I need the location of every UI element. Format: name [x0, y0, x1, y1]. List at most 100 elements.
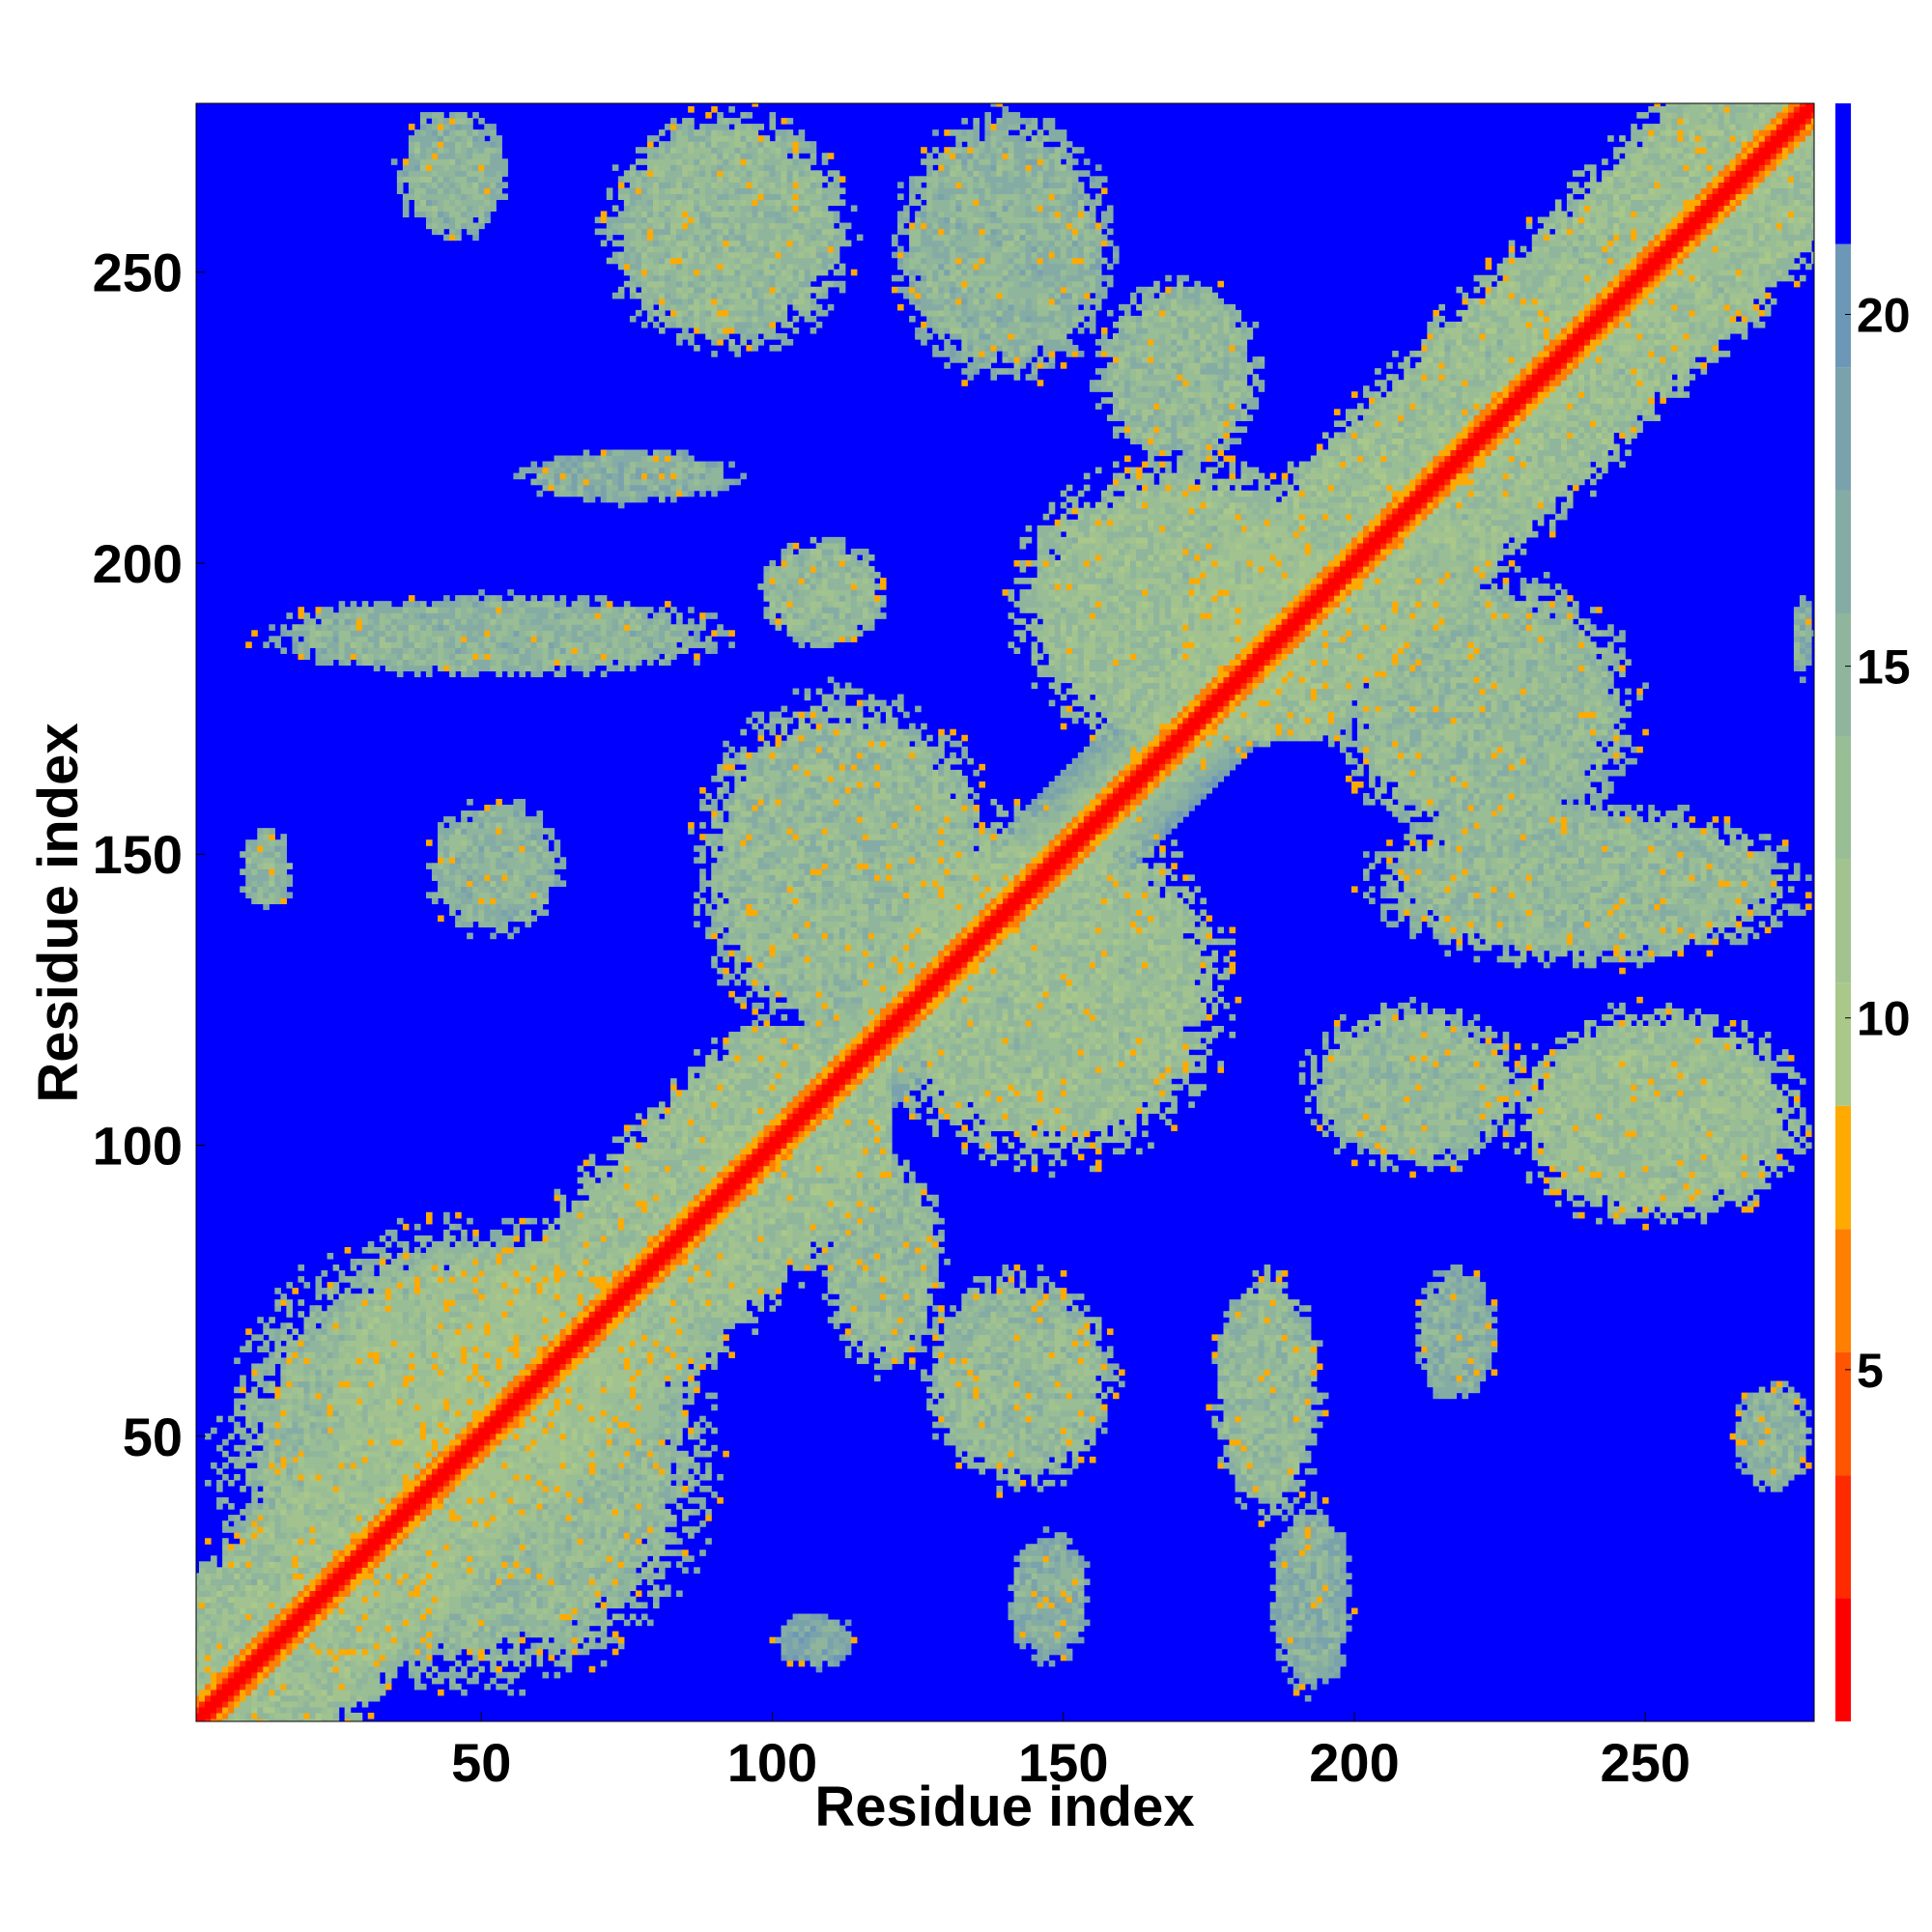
heatmap-cell [403, 1567, 410, 1574]
heatmap-cell [426, 1602, 433, 1608]
heatmap-cell [333, 1451, 340, 1458]
heatmap-cell [525, 1387, 531, 1394]
heatmap-cell [461, 1492, 468, 1498]
heatmap-cell [536, 1515, 543, 1521]
heatmap-cell [507, 1520, 514, 1527]
heatmap-cell [438, 1608, 444, 1615]
heatmap-cell [286, 1509, 293, 1516]
heatmap-cell [368, 1515, 375, 1521]
heatmap-cell [228, 1614, 235, 1621]
heatmap-cell [484, 1381, 491, 1388]
heatmap-cell [519, 1317, 526, 1323]
heatmap-cell [496, 1334, 502, 1341]
heatmap-cell [368, 1713, 375, 1719]
heatmap-cell [397, 1474, 404, 1481]
heatmap-cell [380, 1486, 386, 1492]
heatmap-cell [397, 1538, 404, 1545]
heatmap-cell [298, 1643, 304, 1650]
heatmap-cell [496, 1369, 502, 1376]
heatmap-cell [316, 1520, 323, 1527]
heatmap-cell [245, 1549, 252, 1556]
heatmap-cell [286, 1626, 293, 1633]
heatmap-cell [536, 1387, 543, 1394]
heatmap-cell [286, 1649, 293, 1656]
heatmap-cell [530, 1357, 537, 1364]
heatmap-cell [484, 1328, 491, 1335]
heatmap-cell [234, 1655, 241, 1662]
heatmap-cell [426, 1393, 433, 1400]
heatmap-cell [274, 1520, 281, 1527]
heatmap-cell [478, 1317, 485, 1323]
heatmap-cell [205, 1561, 212, 1568]
heatmap-cell [525, 1399, 531, 1406]
heatmap-cell [286, 1701, 293, 1708]
heatmap-cell [211, 1584, 217, 1591]
heatmap-cell [426, 1376, 433, 1382]
heatmap-cell [356, 1451, 363, 1458]
heatmap-cell [263, 1590, 270, 1597]
heatmap-cell [519, 1259, 526, 1265]
heatmap-cell [566, 1422, 573, 1429]
heatmap-cell [472, 1357, 479, 1364]
heatmap-cell [228, 1549, 235, 1556]
heatmap-cell [286, 1713, 293, 1719]
heatmap-cell [280, 1608, 287, 1615]
heatmap-cell [298, 1661, 304, 1667]
heatmap-cell [426, 1357, 433, 1364]
heatmap-cell [484, 1410, 491, 1417]
heatmap-cell [298, 1690, 304, 1696]
heatmap-cell [403, 1474, 410, 1481]
heatmap-cell [222, 1555, 229, 1562]
heatmap-cell [263, 1584, 270, 1591]
heatmap-cell [525, 1322, 531, 1329]
heatmap-cell [397, 1544, 404, 1550]
heatmap-cell [420, 1544, 427, 1550]
heatmap-cell [566, 1457, 573, 1463]
heatmap-cell [251, 1684, 258, 1690]
heatmap-cell [368, 1602, 375, 1608]
heatmap-cell [426, 1369, 433, 1376]
heatmap-cell [513, 1376, 520, 1382]
heatmap-cell [385, 1457, 392, 1463]
heatmap-cell [245, 1626, 252, 1633]
heatmap-cell [280, 1555, 287, 1562]
heatmap-cell [263, 1520, 270, 1527]
heatmap-cell [205, 1590, 212, 1597]
heatmap-cell [269, 1632, 275, 1638]
heatmap-cell [327, 1632, 334, 1638]
heatmap-cell [310, 1480, 317, 1487]
heatmap-cell [391, 1486, 398, 1492]
heatmap-cell [280, 1561, 287, 1568]
heatmap-cell [286, 1661, 293, 1667]
heatmap-cell [245, 1573, 252, 1579]
heatmap-cell [554, 1451, 561, 1458]
heatmap-cell [438, 1486, 444, 1492]
heatmap-cell [560, 1457, 567, 1463]
heatmap-cell [316, 1690, 323, 1696]
heatmap-cell [536, 1405, 543, 1411]
heatmap-cell [263, 1614, 270, 1621]
heatmap-cell [316, 1637, 323, 1644]
heatmap-cell [543, 1497, 550, 1504]
heatmap-cell [519, 1457, 526, 1463]
heatmap-cell [263, 1713, 270, 1719]
heatmap-cell [426, 1416, 433, 1423]
heatmap-cell [455, 1480, 462, 1487]
heatmap-cell [519, 1434, 526, 1440]
heatmap-cell [478, 1334, 485, 1341]
heatmap-cell [501, 1492, 508, 1498]
heatmap-cell [339, 1434, 346, 1440]
heatmap-cell [391, 1497, 398, 1504]
heatmap-cell [245, 1649, 252, 1656]
heatmap-cell [484, 1399, 491, 1406]
heatmap-cell [426, 1555, 433, 1562]
heatmap-cell [403, 1578, 410, 1585]
heatmap-cell [298, 1544, 304, 1550]
heatmap-cell [513, 1381, 520, 1388]
heatmap-cell [484, 1422, 491, 1429]
heatmap-cell [374, 1584, 381, 1591]
heatmap-cell [472, 1305, 479, 1312]
heatmap-cell [549, 1230, 555, 1236]
heatmap-cell [549, 1340, 555, 1347]
heatmap-cell [211, 1701, 217, 1708]
